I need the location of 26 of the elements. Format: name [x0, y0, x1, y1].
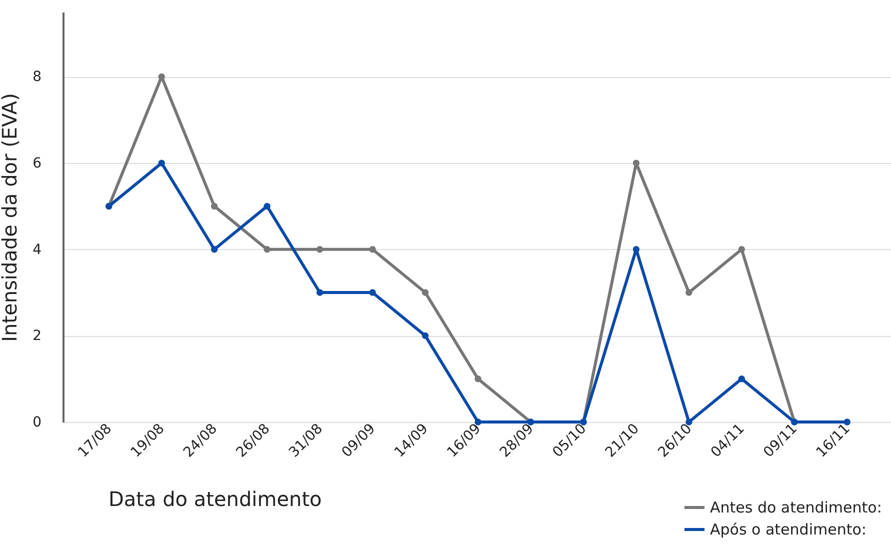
legend-label: Após o atendimento: — [710, 520, 866, 538]
point — [738, 246, 746, 253]
point — [632, 246, 640, 253]
y-tick-label: 8 — [32, 69, 42, 86]
point — [264, 246, 270, 253]
point — [474, 375, 482, 382]
legend-label: Antes do atendimento: — [710, 498, 882, 516]
point — [158, 160, 165, 166]
point — [316, 246, 324, 253]
point — [422, 332, 429, 340]
point — [738, 375, 746, 382]
point — [316, 289, 324, 296]
y-tick-label: 0 — [32, 414, 42, 430]
point — [369, 246, 376, 253]
x-axis-title: Data do atendimento — [108, 486, 322, 511]
point — [632, 160, 640, 166]
y-tick-label: 4 — [32, 242, 42, 258]
point — [422, 289, 429, 296]
point — [210, 202, 218, 210]
y-tick-label: 2 — [32, 328, 42, 344]
point — [369, 289, 376, 296]
point — [264, 202, 270, 210]
point — [210, 246, 218, 253]
y-axis-title: Intensidade da dor (EVA) — [0, 93, 22, 342]
y-tick-label: 6 — [32, 156, 42, 172]
point — [686, 289, 692, 296]
